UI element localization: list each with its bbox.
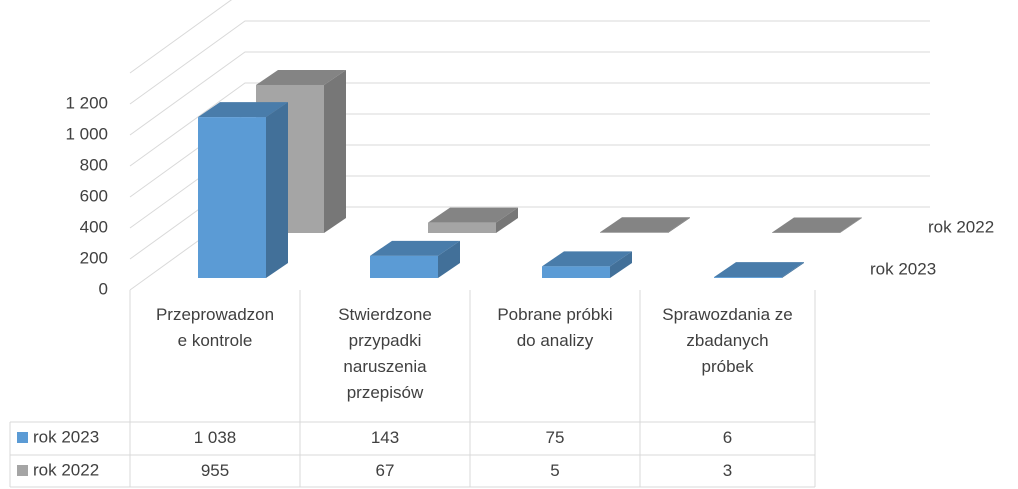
bar-side (782, 262, 804, 278)
bar-front (542, 266, 610, 278)
bar-front (428, 222, 496, 233)
category-label: Pobrane próbki do analizy (497, 305, 613, 350)
bar-top (542, 251, 632, 267)
data-table-value: 67 (375, 461, 395, 480)
grid-line (129, 51, 930, 136)
y-tick-label: 200 (80, 248, 108, 267)
grid-line (129, 0, 232, 74)
bar (428, 207, 518, 233)
category-label: Przeprowadzone kontrole (155, 305, 275, 350)
y-tick-label: 0 (99, 279, 108, 298)
bar-side (324, 69, 346, 233)
bar-side (266, 102, 288, 278)
data-table-value: 5 (550, 461, 560, 480)
legend-key (17, 432, 28, 443)
data-table-value: 143 (370, 428, 400, 447)
y-tick-label: 1 200 (65, 93, 108, 112)
bar-top (600, 217, 690, 233)
category-label: Stwierdzone przypadki naruszenia przepis… (338, 305, 432, 402)
grid-line (129, 82, 930, 167)
bar (600, 217, 690, 233)
bar-side (668, 217, 690, 233)
bar-front (198, 117, 266, 278)
bar-top (428, 207, 518, 223)
legend-label: rok 2023 (33, 427, 99, 446)
data-table-value: 955 (200, 461, 230, 480)
bar-front (600, 232, 668, 233)
bar-front (370, 255, 438, 278)
y-tick-label: 600 (80, 186, 108, 205)
legend-key (17, 465, 28, 476)
data-table-value: 1 038 (193, 428, 237, 447)
category-label: Sprawozdania ze zbadanych próbek (662, 305, 793, 376)
bar (772, 217, 862, 233)
bar (370, 240, 460, 278)
bar-side (840, 217, 862, 233)
series-depth-label: rok 2023 (870, 259, 936, 278)
bar-top (370, 240, 460, 256)
series-depth-label: rok 2022 (928, 217, 994, 236)
bar-side (610, 251, 632, 278)
bar-top (714, 262, 804, 278)
bar-front (714, 277, 782, 278)
grid-line (129, 20, 930, 105)
bar-top (256, 69, 346, 85)
bar (198, 102, 288, 278)
bar-top (772, 217, 862, 233)
data-table-value: 75 (545, 428, 565, 447)
y-tick-label: 1 000 (65, 124, 108, 143)
bar-side (496, 207, 518, 233)
bar-top (198, 102, 288, 118)
y-tick-label: 800 (80, 155, 108, 174)
data-table-value: 6 (722, 428, 733, 447)
bar (542, 251, 632, 278)
legend-label: rok 2022 (33, 460, 99, 479)
bar (714, 262, 804, 278)
data-table-value: 3 (722, 461, 733, 480)
y-tick-label: 400 (80, 217, 108, 236)
bar-side (438, 240, 460, 278)
